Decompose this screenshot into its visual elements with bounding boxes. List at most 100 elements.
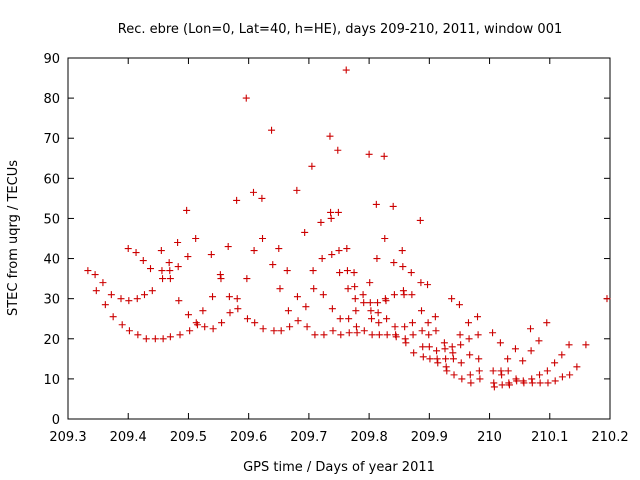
- data-point: [528, 375, 536, 383]
- data-point: [366, 299, 374, 307]
- data-point: [504, 367, 512, 375]
- data-point: [125, 297, 133, 305]
- data-point: [225, 293, 233, 301]
- data-point: [336, 269, 344, 277]
- data-point: [582, 341, 590, 349]
- data-point: [184, 253, 192, 261]
- data-point: [201, 323, 209, 331]
- data-point: [270, 327, 278, 335]
- data-point: [328, 305, 336, 313]
- data-point: [381, 235, 389, 242]
- data-point: [259, 325, 267, 333]
- y-tick-label: 0: [52, 413, 60, 428]
- points-group: [84, 66, 611, 391]
- data-point: [543, 367, 551, 375]
- data-point: [132, 249, 140, 257]
- data-point: [513, 377, 521, 385]
- data-point: [284, 307, 292, 315]
- data-point: [350, 269, 358, 277]
- data-point: [456, 331, 464, 339]
- data-point: [527, 347, 535, 355]
- y-tick-label: 40: [43, 253, 60, 268]
- y-tick-label: 50: [43, 212, 60, 227]
- data-point: [159, 275, 167, 283]
- data-point: [374, 299, 382, 307]
- data-point: [498, 381, 506, 389]
- data-point: [165, 259, 173, 267]
- data-point: [326, 132, 334, 140]
- data-point: [419, 353, 427, 361]
- data-point: [250, 247, 258, 255]
- data-point: [466, 371, 474, 379]
- data-point: [399, 287, 407, 295]
- data-point: [408, 319, 416, 327]
- data-point: [359, 291, 367, 299]
- data-point: [565, 341, 573, 349]
- data-point: [544, 379, 552, 387]
- data-point: [275, 245, 283, 253]
- data-point: [511, 345, 519, 353]
- x-axis-title: GPS time / Days of year 2011: [243, 460, 435, 475]
- data-point: [433, 355, 441, 363]
- data-point: [490, 379, 498, 387]
- data-point: [448, 343, 456, 351]
- data-point: [457, 341, 465, 349]
- data-point: [301, 228, 309, 236]
- data-point: [166, 267, 174, 275]
- data-point: [139, 257, 147, 265]
- data-point: [158, 267, 166, 275]
- data-point: [360, 327, 368, 335]
- data-point: [466, 351, 474, 359]
- data-point: [276, 285, 284, 293]
- data-point: [353, 329, 361, 337]
- data-point: [398, 247, 406, 255]
- data-point: [416, 216, 424, 224]
- data-point: [410, 349, 418, 357]
- x-tick-label: 210.1: [531, 430, 568, 445]
- data-point: [226, 309, 234, 317]
- data-point: [603, 295, 611, 303]
- data-point: [391, 323, 399, 331]
- data-point: [505, 381, 513, 389]
- data-point: [327, 208, 335, 216]
- data-point: [440, 339, 448, 347]
- data-point: [293, 293, 301, 301]
- data-point: [302, 303, 310, 311]
- data-point: [293, 186, 301, 194]
- data-point: [317, 218, 325, 226]
- data-point: [425, 331, 433, 339]
- data-point: [233, 196, 241, 204]
- data-point: [504, 355, 512, 363]
- data-point: [207, 251, 215, 259]
- data-point: [367, 307, 375, 315]
- data-point: [390, 259, 398, 267]
- data-point: [368, 331, 376, 339]
- data-point: [375, 331, 383, 339]
- data-point: [310, 285, 318, 293]
- data-point: [176, 331, 184, 339]
- data-point: [408, 291, 416, 299]
- data-point: [442, 363, 450, 371]
- data-point: [443, 367, 451, 375]
- data-point: [84, 267, 92, 275]
- data-point: [383, 331, 391, 339]
- data-point: [490, 383, 498, 391]
- data-point: [199, 307, 207, 315]
- data-point: [224, 243, 232, 251]
- data-point: [474, 313, 482, 321]
- data-point: [125, 327, 133, 335]
- plot-frame-group: [67, 57, 611, 420]
- data-point: [329, 327, 337, 335]
- data-point: [380, 152, 388, 160]
- data-point: [175, 297, 183, 305]
- data-point: [294, 317, 302, 325]
- data-point: [360, 299, 368, 307]
- x-tick-label: 210: [477, 430, 502, 445]
- data-point: [268, 126, 276, 134]
- data-point: [424, 319, 432, 327]
- data-point: [309, 267, 317, 275]
- data-point: [457, 359, 465, 367]
- data-point: [365, 150, 373, 158]
